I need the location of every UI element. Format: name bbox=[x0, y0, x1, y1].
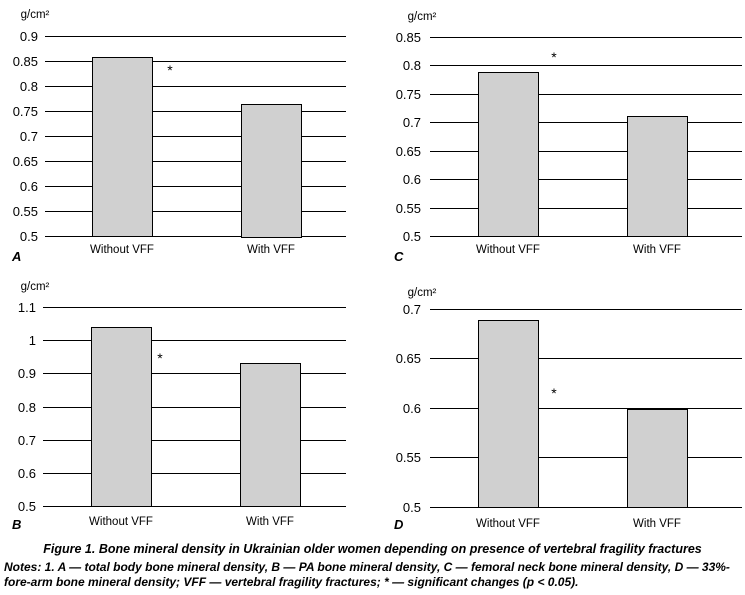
y-tick-label: 0.6 bbox=[403, 401, 421, 416]
y-tick-label: 0.9 bbox=[20, 29, 38, 44]
y-tick-label: 1 bbox=[29, 333, 36, 348]
y-tick-label: 0.7 bbox=[18, 433, 36, 448]
y-tick-label: 0.5 bbox=[20, 229, 38, 244]
y-tick-label: 0.8 bbox=[18, 400, 36, 415]
bar bbox=[478, 320, 539, 508]
x-category-label: With VFF bbox=[246, 516, 294, 528]
y-axis-unit-label: g/cm² bbox=[408, 11, 437, 23]
bar bbox=[92, 57, 153, 237]
x-category-label: Without VFF bbox=[90, 244, 154, 256]
y-tick-label: 0.75 bbox=[396, 87, 421, 102]
significance-asterisk: * bbox=[167, 62, 173, 78]
bar bbox=[627, 116, 688, 237]
x-category-label: With VFF bbox=[633, 244, 681, 256]
y-tick-label: 0.5 bbox=[18, 499, 36, 514]
x-category-label: With VFF bbox=[247, 244, 295, 256]
y-tick-label: 0.65 bbox=[13, 154, 38, 169]
bar bbox=[91, 327, 152, 507]
y-tick-label: 0.85 bbox=[13, 54, 38, 69]
figure-caption: Figure 1. Bone mineral density in Ukrain… bbox=[43, 542, 702, 556]
y-tick-label: 0.5 bbox=[403, 500, 421, 515]
x-category-label: Without VFF bbox=[476, 518, 540, 530]
figure-notes: Notes: 1. A — total body bone mineral de… bbox=[4, 560, 730, 589]
x-category-label: Without VFF bbox=[89, 516, 153, 528]
y-tick-label: 0.8 bbox=[20, 79, 38, 94]
panel-d: 0.5 0.55 0.6 0.65 0.7 Without VFF With VFF g/cm… bbox=[394, 287, 742, 532]
panel-b: 0.5 0.6 0.7 0.8 0.9 1 1.1 Without VFF With VFF g/… bbox=[12, 281, 346, 532]
y-tick-label: 0.6 bbox=[20, 179, 38, 194]
panel-label: A bbox=[11, 249, 21, 264]
y-tick-label: 0.85 bbox=[396, 30, 421, 45]
panel-label: B bbox=[12, 517, 21, 532]
y-axis-unit-label: g/cm² bbox=[21, 281, 50, 293]
y-tick-label: 0.65 bbox=[396, 144, 421, 159]
y-tick-label: 0.8 bbox=[403, 58, 421, 73]
figure: 0.5 0.55 0.6 0.65 0.7 0.75 0.8 0.85 0.9 Without V… bbox=[11, 9, 742, 532]
figure-svg: 0.5 0.55 0.6 0.65 0.7 0.75 0.8 0.85 0.9 Without V… bbox=[11, 9, 742, 532]
y-tick-label: 0.55 bbox=[396, 450, 421, 465]
y-axis-unit-label: g/cm² bbox=[21, 9, 50, 21]
y-tick-label: 0.55 bbox=[13, 204, 38, 219]
panel-label: C bbox=[394, 249, 404, 264]
significance-asterisk: * bbox=[551, 49, 557, 65]
y-tick-label: 0.7 bbox=[403, 115, 421, 130]
y-tick-label: 0.75 bbox=[13, 104, 38, 119]
y-tick-label: 0.6 bbox=[18, 466, 36, 481]
y-tick-label: 1.1 bbox=[18, 300, 36, 315]
bar bbox=[478, 72, 539, 237]
x-category-label: With VFF bbox=[633, 518, 681, 530]
significance-asterisk: * bbox=[551, 385, 557, 401]
y-tick-label: 0.55 bbox=[396, 201, 421, 216]
y-tick-label: 0.9 bbox=[18, 366, 36, 381]
y-axis-unit-label: g/cm² bbox=[408, 287, 437, 299]
bar bbox=[627, 409, 688, 508]
panel-a: 0.5 0.55 0.6 0.65 0.7 0.75 0.8 0.85 0.9 Without V… bbox=[11, 9, 346, 264]
x-category-label: Without VFF bbox=[476, 244, 540, 256]
y-tick-label: 0.7 bbox=[20, 129, 38, 144]
y-tick-label: 0.65 bbox=[396, 351, 421, 366]
y-tick-label: 0.5 bbox=[403, 229, 421, 244]
significance-asterisk: * bbox=[157, 350, 163, 366]
bar bbox=[241, 104, 302, 238]
panel-label: D bbox=[394, 517, 404, 532]
panel-c: 0.5 0.55 0.6 0.65 0.7 0.75 0.8 0.85 Without VFF W… bbox=[394, 11, 742, 264]
y-tick-label: 0.6 bbox=[403, 172, 421, 187]
bar bbox=[240, 363, 301, 507]
y-tick-label: 0.7 bbox=[403, 302, 421, 317]
